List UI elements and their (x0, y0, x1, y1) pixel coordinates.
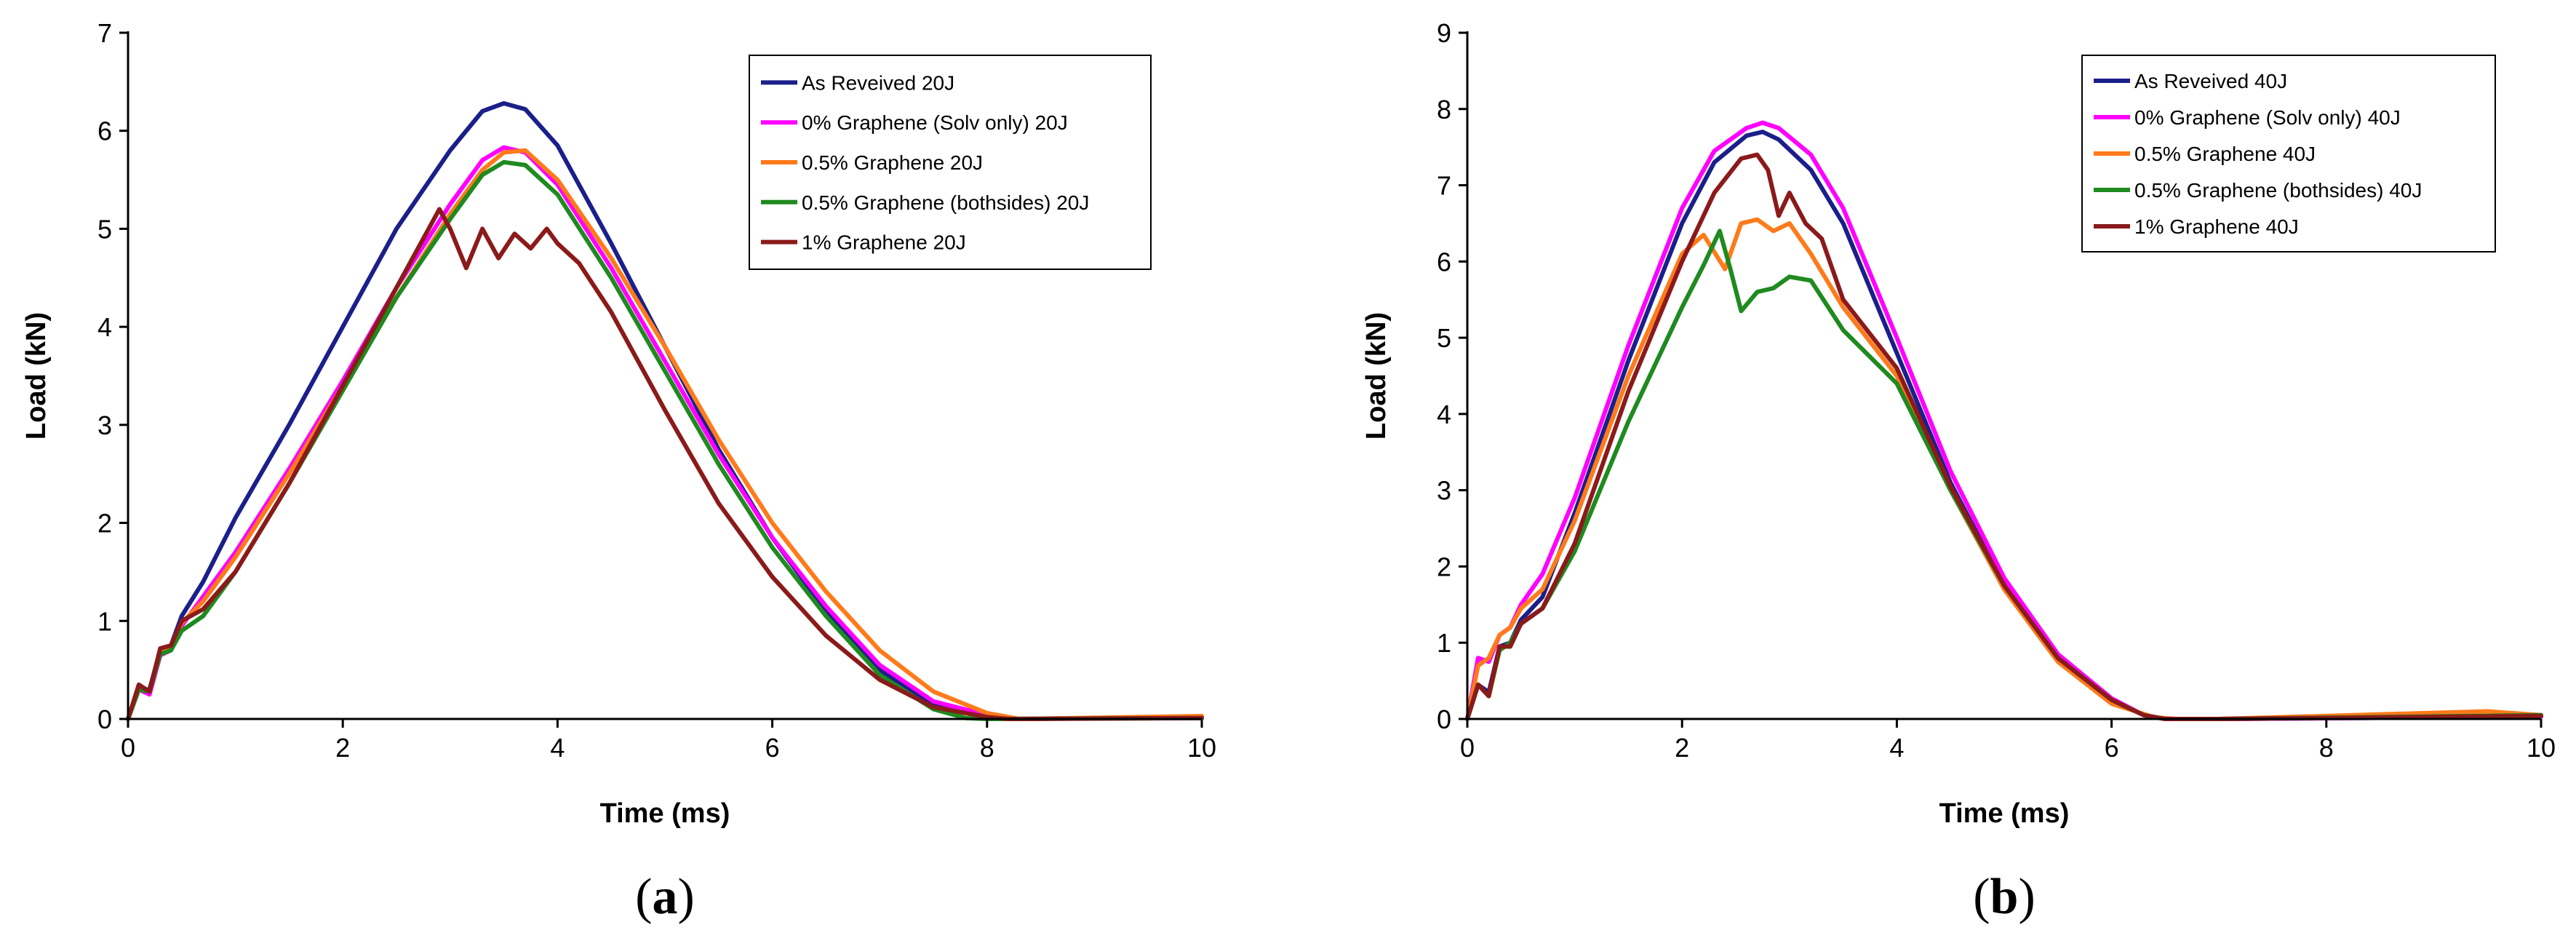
legend-label: 0% Graphene (Solv only) 40J (2134, 106, 2401, 129)
series-line-5 (126, 207, 1204, 721)
y-tick-label: 4 (1437, 400, 1451, 429)
x-tick-label: 8 (980, 733, 994, 763)
y-tick-label: 5 (1437, 323, 1451, 353)
y-tick-label: 6 (1437, 247, 1451, 277)
chart-panel-a: 0 2 4 6 8 10 0 1 2 3 4 5 6 7 Time (ms) Load (kN) As Reve… (21, 18, 1216, 925)
x-tick-label: 10 (1187, 733, 1216, 763)
x-tick-label: 2 (335, 733, 350, 763)
y-axis-title: Load (kN) (1361, 312, 1392, 440)
series-group (126, 101, 1204, 721)
series-line-5 (1465, 152, 2543, 721)
x-tick-label: 6 (765, 733, 780, 763)
legend-box (749, 55, 1152, 270)
x-axis-title: Time (ms) (600, 798, 730, 829)
y-tick-label: 1 (1437, 628, 1451, 658)
x-tick-label: 10 (2527, 733, 2556, 763)
x-tick-label: 0 (121, 733, 135, 763)
legend-label: 0% Graphene (Solv only) 20J (802, 111, 1068, 134)
y-tick-label: 6 (97, 116, 112, 146)
x-tick-label: 4 (550, 733, 565, 763)
legend-label: 0.5% Graphene (bothsides) 40J (2134, 179, 2422, 202)
legend-label: As Reveived 20J (802, 71, 954, 94)
series-line-4 (126, 159, 1204, 721)
y-tick-label: 3 (1437, 476, 1451, 506)
y-tick-label: 4 (97, 312, 112, 342)
y-tick-label: 7 (97, 18, 112, 48)
series-line-3 (1465, 217, 2543, 721)
y-tick-label: 2 (97, 509, 112, 538)
y-tick-label: 1 (97, 606, 112, 636)
legend-label: 0.5% Graphene 20J (802, 151, 983, 174)
y-tick-label: 3 (97, 410, 112, 440)
legend: As Reveived 20J 0% Graphene (Solv only) 2… (749, 55, 1152, 270)
series-line-4 (1465, 228, 2543, 721)
panel-label: (b) (1973, 869, 2035, 925)
y-tick-label: 0 (1437, 704, 1451, 734)
x-tick-label: 8 (2319, 733, 2334, 763)
y-tick-label: 5 (97, 214, 112, 244)
x-axis-title: Time (ms) (1939, 798, 2070, 829)
legend-label: As Reveived 40J (2134, 70, 2287, 92)
y-axis-title: Load (kN) (21, 312, 52, 440)
x-tick-label: 6 (2105, 733, 2119, 763)
y-tick-label: 2 (1437, 552, 1451, 581)
legend-label: 1% Graphene 20J (802, 231, 966, 254)
legend-label: 1% Graphene 40J (2134, 215, 2299, 238)
panel-label: (a) (635, 869, 695, 925)
y-tick-label: 0 (97, 704, 112, 734)
x-tick-label: 0 (1460, 733, 1475, 763)
series-group (1465, 120, 2543, 721)
legend-label: 0.5% Graphene 40J (2134, 143, 2316, 165)
x-tick-label: 4 (1889, 733, 1904, 763)
y-tick-label: 7 (1437, 171, 1451, 201)
y-tick-label: 9 (1437, 18, 1451, 48)
x-tick-label: 2 (1675, 733, 1689, 763)
y-tick-label: 8 (1437, 95, 1451, 124)
legend-box (2081, 55, 2496, 253)
chart-panel-b: 0 2 4 6 8 10 0 1 2 3 4 5 6 7 8 9 Time (ms) Load (kN) As Re… (1361, 18, 2556, 925)
legend-label: 0.5% Graphene (bothsides) 20J (802, 191, 1089, 214)
legend: As Reveived 40J 0% Graphene (Solv only) 4… (2081, 55, 2496, 253)
